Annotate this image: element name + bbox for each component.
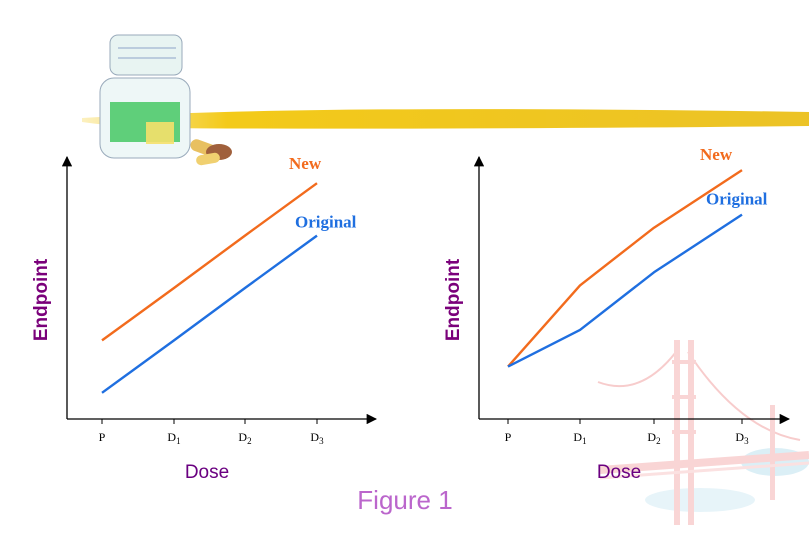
x-axis-label: Dose [597, 462, 641, 483]
series-line-original [101, 234, 318, 394]
series-label-new: New [289, 154, 322, 173]
x-tick-marks [101, 419, 318, 424]
chart-right: P D1 D2 D3 New Original Endpoint Dose [443, 145, 791, 483]
series-labels: New Original [289, 154, 357, 231]
pill-bottle-icon [99, 34, 191, 159]
series-lines [101, 182, 318, 394]
x-tick-marks [507, 419, 743, 424]
y-axis-label: Endpoint [31, 258, 52, 341]
x-axis-label: Dose [185, 462, 229, 483]
y-axis-label: Endpoint [443, 258, 464, 341]
x-tick-labels: P D1 D2 D3 [99, 430, 324, 446]
series-lines [507, 169, 743, 368]
series-labels: New Original [700, 145, 768, 209]
series-line-new [507, 169, 743, 368]
golden-gate-bridge-illustration [597, 340, 809, 525]
highlighter-stroke [82, 109, 809, 129]
series-line-original [507, 213, 743, 368]
x-tick-label: D3 [735, 430, 749, 446]
series-label-original: Original [706, 190, 768, 209]
series-line-new [101, 182, 318, 342]
capsule-icon [190, 139, 232, 166]
x-tick-label: D1 [573, 430, 586, 446]
chart-left: P D1 D2 D3 New Original Endpoint Dose [31, 154, 378, 483]
x-tick-label: P [99, 430, 106, 444]
series-label-original: Original [295, 213, 357, 232]
x-tick-label: D2 [647, 430, 660, 446]
x-tick-label: D2 [238, 430, 251, 446]
x-tick-label: D1 [167, 430, 180, 446]
x-tick-labels: P D1 D2 D3 [505, 430, 749, 446]
series-label-new: New [700, 145, 733, 164]
x-tick-label: D3 [310, 430, 324, 446]
figure-caption: Figure 1 [357, 485, 453, 515]
x-tick-label: P [505, 430, 512, 444]
